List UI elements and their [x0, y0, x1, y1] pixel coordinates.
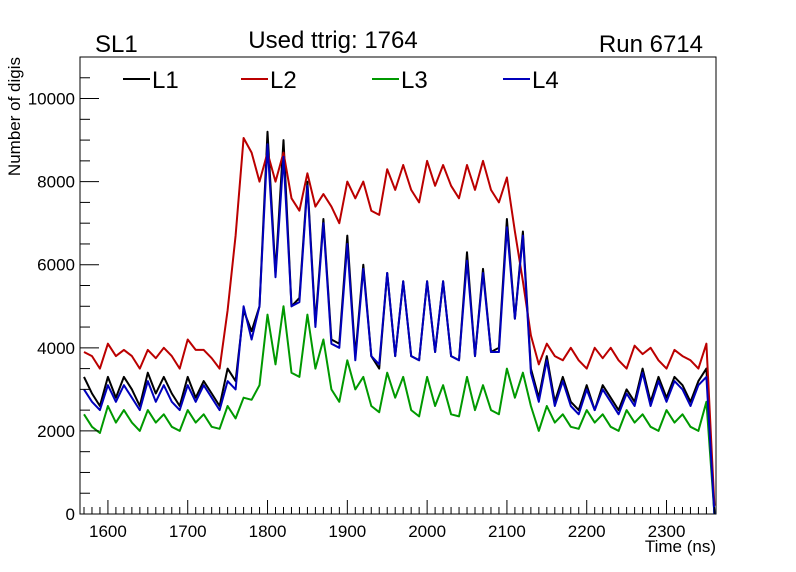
y-tick-label: 2000 [37, 422, 75, 441]
x-tick-label: 2200 [568, 522, 606, 541]
x-axis-title: Time (ns) [645, 537, 716, 556]
series-line-l4 [83, 143, 716, 515]
series-line-l3 [83, 305, 716, 515]
y-tick-label: 4000 [37, 339, 75, 358]
header-left-label: SL1 [95, 31, 138, 58]
x-tick-label: 2000 [408, 522, 446, 541]
y-tick-label: 8000 [37, 173, 75, 192]
y-tick-label: 10000 [28, 90, 75, 109]
x-tick-label: 2100 [488, 522, 526, 541]
header-center-label: Used ttrig: 1764 [248, 27, 417, 54]
series-layer [83, 130, 716, 515]
series-line-l2 [83, 137, 716, 506]
legend-label-l4: L4 [532, 67, 559, 94]
legend-label-l1: L1 [152, 67, 179, 94]
header-right-label: Run 6714 [599, 31, 703, 58]
x-tick-label: 1800 [249, 522, 287, 541]
x-tick-label: 2300 [648, 522, 686, 541]
y-axis-title: Number of digis [5, 57, 24, 176]
x-tick-label: 1900 [328, 522, 366, 541]
legend-label-l3: L3 [401, 67, 428, 94]
axes: 1600 1700 1800 1900 2000 2100 2200 2300 0 2000 400… [5, 56, 716, 556]
x-tick-label: 1700 [169, 522, 207, 541]
legend-label-l2: L2 [270, 67, 297, 94]
legend: L1 L2 L3 L4 [123, 67, 559, 94]
y-tick-label: 0 [66, 505, 75, 524]
x-tick-label: 1600 [89, 522, 127, 541]
y-tick-label: 6000 [37, 256, 75, 275]
